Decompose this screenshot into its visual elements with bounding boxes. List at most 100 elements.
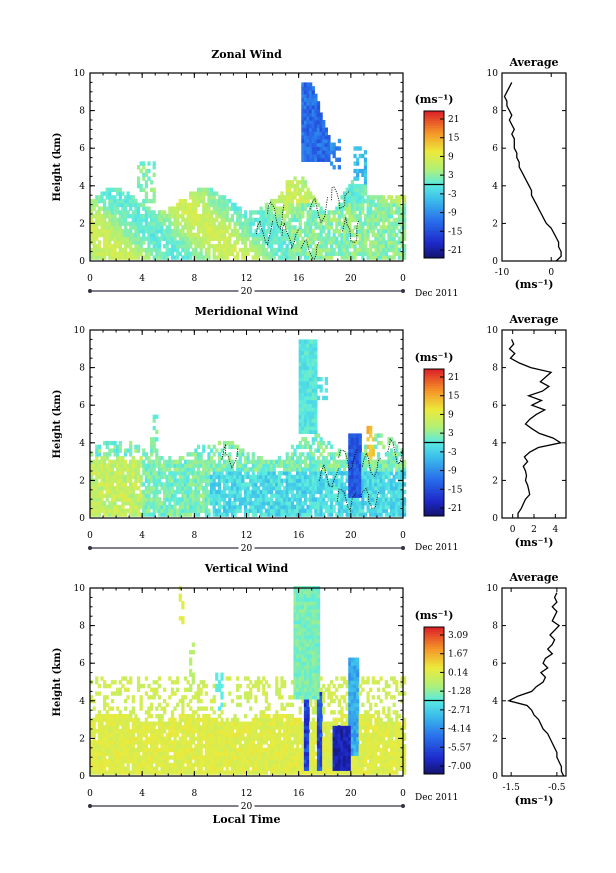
heatmap-cell: [293, 176, 297, 181]
heatmap-cell: [215, 482, 219, 487]
heatmap-cell: [269, 221, 274, 226]
heatmap-cell: [293, 251, 297, 256]
heatmap-cell: [348, 183, 352, 189]
heatmap-cell: [243, 455, 248, 461]
heatmap-cell: [280, 482, 284, 487]
heatmap-cell: [144, 195, 148, 200]
heatmap-cell: [296, 508, 300, 513]
heatmap-cell: [100, 732, 104, 738]
heatmap-cell: [290, 489, 295, 495]
heatmap-cell: [329, 478, 334, 483]
heatmap-cell: [110, 504, 115, 510]
heatmap-cell: [379, 512, 383, 517]
heatmap-cell: [353, 433, 357, 438]
heatmap-cell: [283, 198, 287, 204]
heatmap-cell: [309, 343, 313, 348]
heatmap-cell: [316, 244, 321, 249]
heatmap-cell: [311, 474, 315, 480]
heatmap-cell: [155, 504, 159, 510]
heatmap-cell: [170, 251, 175, 256]
heatmap-cell: [116, 202, 120, 208]
heatmap-cell: [322, 146, 326, 151]
heatmap-cell: [225, 240, 229, 245]
heatmap-cell: [306, 89, 310, 95]
heatmap-cell: [353, 471, 357, 476]
heatmap-cell: [160, 504, 164, 510]
heatmap-cell: [116, 244, 120, 249]
heatmap-cell: [110, 471, 115, 476]
heatmap-cell: [348, 504, 352, 510]
y-tick-label: 6: [79, 401, 85, 411]
heatmap-cell: [374, 512, 378, 517]
heatmap-cell: [152, 210, 156, 215]
heatmap-cell: [168, 236, 172, 241]
heatmap-cell: [147, 255, 151, 260]
heatmap-cell: [147, 766, 151, 771]
colorbar-segment: [424, 206, 444, 210]
heatmap-cell: [215, 497, 219, 502]
heatmap-cell: [324, 395, 328, 401]
heatmap-cell: [147, 695, 151, 700]
heatmap-cell: [379, 493, 383, 498]
heatmap-cell: [256, 463, 261, 468]
heatmap-cell: [212, 482, 216, 487]
heatmap-cell: [303, 202, 308, 208]
heatmap-cell: [95, 195, 99, 200]
heatmap-cell: [189, 452, 193, 457]
heatmap-cell: [97, 504, 102, 510]
heatmap-cell: [155, 221, 159, 226]
heatmap-cell: [113, 759, 117, 764]
heatmap-cell: [324, 489, 328, 495]
heatmap-cell: [131, 489, 135, 495]
heatmap-cell: [189, 471, 193, 476]
heatmap-cell: [181, 497, 185, 502]
heatmap-cell: [337, 210, 341, 215]
heatmap-cell: [319, 232, 323, 238]
heatmap-cell: [298, 354, 302, 359]
heatmap-cell: [348, 437, 352, 442]
heatmap-cell: [400, 467, 404, 472]
heatmap-cell: [170, 463, 175, 468]
heatmap-cell: [369, 255, 373, 260]
heatmap-cell: [322, 247, 326, 253]
heatmap-cell: [123, 232, 128, 238]
heatmap-cell: [110, 691, 115, 696]
heatmap-cell: [95, 759, 99, 764]
heatmap-cell: [301, 361, 305, 367]
heatmap-cell: [353, 482, 357, 487]
heatmap-cell: [181, 247, 185, 253]
heatmap-cell: [353, 444, 357, 450]
heatmap-cell: [194, 247, 198, 253]
heatmap-cell: [116, 489, 120, 495]
heatmap-cell: [311, 236, 315, 241]
heatmap-cell: [212, 236, 216, 241]
heatmap-cell: [395, 448, 399, 453]
heatmap-cell: [298, 403, 302, 408]
heatmap-cell: [147, 240, 151, 245]
heatmap-cell: [262, 251, 266, 256]
heatmap-cell: [163, 221, 167, 226]
heatmap-cell: [376, 195, 381, 200]
heatmap-cell: [254, 232, 258, 238]
heatmap-cell: [353, 202, 357, 208]
heatmap-cell: [207, 240, 211, 245]
heatmap-cell: [350, 206, 355, 211]
heatmap-cell: [379, 244, 383, 249]
heatmap-cell: [196, 493, 201, 498]
heatmap-cell: [298, 240, 302, 245]
heatmap-cell: [142, 747, 146, 753]
heatmap-cell: [136, 478, 141, 483]
heatmap-cell: [283, 493, 287, 498]
heatmap-cell: [246, 482, 250, 487]
heatmap-cell: [387, 452, 391, 457]
heatmap-cell: [121, 744, 125, 749]
heatmap-cell: [309, 429, 313, 434]
heatmap-cell: [379, 247, 383, 253]
heatmap-cell: [356, 217, 360, 223]
heatmap-cell: [129, 463, 133, 468]
heatmap-cell: [160, 455, 164, 461]
heatmap-cell: [254, 482, 258, 487]
heatmap-cell: [126, 725, 130, 730]
heatmap-cell: [207, 459, 211, 465]
heatmap-cell: [207, 247, 211, 253]
